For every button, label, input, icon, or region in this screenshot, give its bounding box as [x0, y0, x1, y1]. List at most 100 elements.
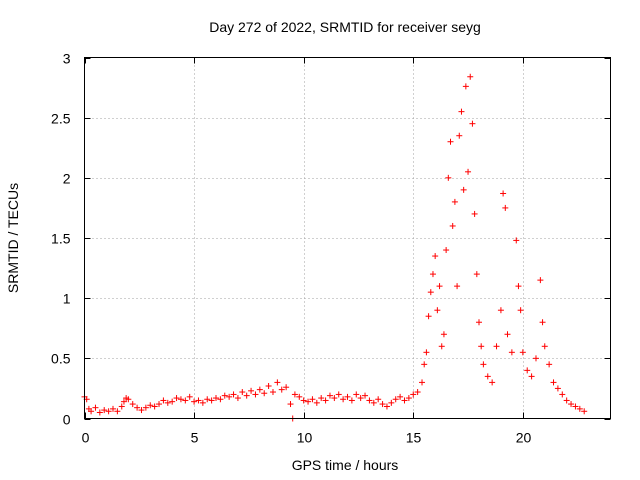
data-point — [221, 392, 228, 399]
data-point — [114, 408, 121, 415]
data-point — [177, 396, 184, 403]
data-point — [208, 397, 215, 404]
data-point — [199, 399, 206, 406]
data-point — [151, 403, 158, 410]
data-point — [379, 401, 386, 408]
data-point — [550, 379, 557, 386]
data-point — [460, 186, 467, 193]
data-point — [383, 403, 390, 410]
data-point — [484, 373, 491, 380]
data-point — [278, 386, 285, 393]
data-point — [436, 283, 443, 290]
y-tick-label: 0 — [63, 412, 71, 428]
data-point — [226, 393, 233, 400]
data-point — [248, 387, 255, 394]
data-point — [92, 404, 99, 411]
data-point — [340, 396, 347, 403]
data-point — [519, 349, 526, 356]
data-point — [493, 343, 500, 350]
chart-title: Day 272 of 2022, SRMTID for receiver sey… — [209, 19, 481, 35]
data-point — [451, 198, 458, 205]
x-tick-label: 5 — [191, 430, 199, 446]
data-point — [508, 349, 515, 356]
data-point — [96, 409, 103, 416]
data-point — [497, 307, 504, 314]
data-point — [515, 283, 522, 290]
data-point — [414, 389, 421, 396]
data-point — [357, 395, 364, 402]
data-point — [528, 373, 535, 380]
data-point — [427, 289, 434, 296]
data-point — [438, 343, 445, 350]
x-tick-label: 15 — [406, 430, 422, 446]
data-point — [274, 379, 281, 386]
data-point — [120, 398, 127, 405]
data-point — [287, 401, 294, 408]
y-tick-label: 1 — [63, 291, 71, 307]
data-point — [118, 403, 125, 410]
data-point — [423, 349, 430, 356]
data-point — [443, 247, 450, 254]
data-point — [147, 402, 154, 409]
data-point — [160, 397, 167, 404]
data-point — [134, 404, 141, 411]
data-point — [195, 397, 202, 404]
data-point — [489, 379, 496, 386]
y-tick-label: 3 — [63, 51, 71, 67]
data-point — [309, 396, 316, 403]
data-point — [88, 408, 95, 415]
data-point — [405, 395, 412, 402]
data-point — [283, 384, 290, 391]
data-point — [421, 361, 428, 368]
data-point — [239, 389, 246, 396]
data-point — [370, 399, 377, 406]
y-axis-label: SRMTID / TECUs — [5, 183, 21, 293]
data-point — [467, 73, 474, 80]
data-point — [213, 395, 219, 402]
data-point — [348, 397, 355, 404]
data-point — [476, 319, 482, 326]
grid-lines — [84, 57, 611, 419]
data-point — [517, 307, 524, 314]
data-point — [173, 395, 180, 402]
data-point — [429, 271, 436, 278]
data-point — [392, 396, 399, 403]
data-point — [142, 404, 149, 411]
data-point — [256, 386, 263, 393]
data-point — [524, 367, 531, 374]
data-point — [397, 393, 404, 400]
data-point — [313, 399, 320, 406]
data-point — [101, 407, 108, 414]
data-point — [502, 204, 509, 211]
data-point — [440, 331, 447, 338]
data-point — [296, 393, 303, 400]
data-point — [129, 401, 136, 408]
data-point — [462, 83, 469, 90]
data-point — [252, 391, 259, 398]
data-point — [366, 397, 373, 404]
data-point — [419, 379, 426, 386]
data-point — [576, 405, 583, 412]
x-tick-labels: 0 5 10 15 20 — [82, 430, 532, 446]
data-point — [469, 120, 476, 127]
data-point — [182, 397, 189, 404]
data-point — [546, 361, 553, 368]
data-point — [169, 398, 176, 405]
data-point — [513, 237, 520, 244]
x-tick-label: 10 — [297, 430, 313, 446]
data-point — [217, 396, 224, 403]
data-point — [434, 307, 441, 314]
data-point — [335, 391, 342, 398]
data-point — [125, 396, 132, 403]
data-point — [539, 319, 546, 326]
data-point — [471, 210, 478, 217]
data-point — [265, 383, 272, 390]
data-point — [532, 355, 539, 362]
data-point — [105, 408, 112, 415]
data-point — [186, 393, 193, 400]
data-point — [362, 392, 369, 399]
data-point — [318, 395, 325, 402]
data-point — [465, 168, 472, 175]
data-point — [447, 138, 454, 145]
